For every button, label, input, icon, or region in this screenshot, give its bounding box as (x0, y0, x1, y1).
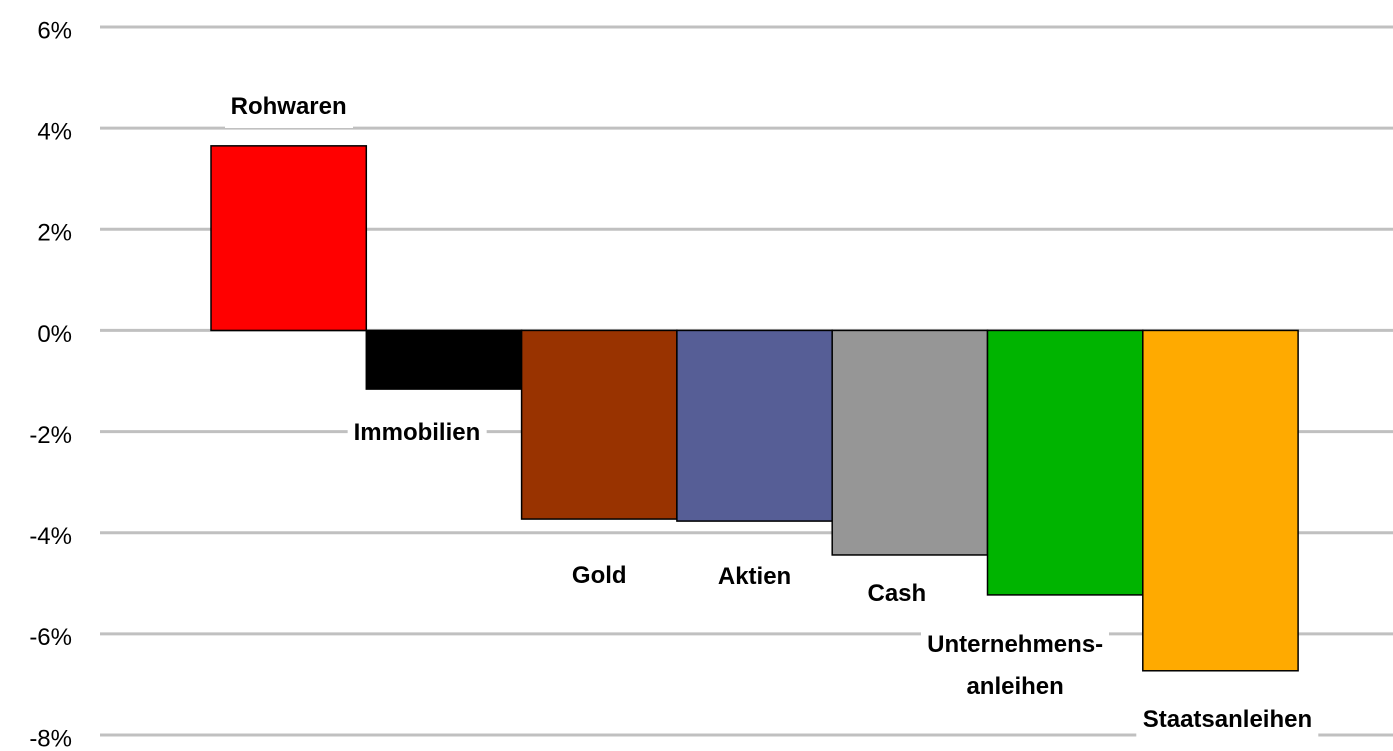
y-tick-label: -8% (29, 725, 72, 751)
y-tick-label: 0% (37, 321, 72, 348)
bar (831, 329, 989, 556)
category-label: Cash (861, 572, 933, 615)
y-tick-label: 4% (37, 118, 72, 145)
category-label: Unternehmens- anleihen (921, 623, 1110, 708)
bar (676, 329, 833, 522)
bar (210, 145, 368, 332)
category-label: Aktien (711, 556, 798, 599)
y-tick-label: 6% (37, 17, 72, 44)
bar (520, 329, 678, 520)
y-tick-label: -6% (29, 624, 72, 651)
category-label: Gold (565, 555, 633, 598)
y-tick-label: -4% (29, 523, 72, 550)
y-tick-label: 2% (37, 220, 72, 247)
category-label: Rohwaren (224, 85, 353, 128)
category-label: Staatsanleihen (1136, 698, 1319, 741)
bar (1142, 329, 1299, 672)
y-tick-label: -2% (29, 422, 72, 449)
category-label: Immobilien (347, 412, 487, 455)
bar (365, 329, 523, 390)
bar (986, 329, 1144, 596)
